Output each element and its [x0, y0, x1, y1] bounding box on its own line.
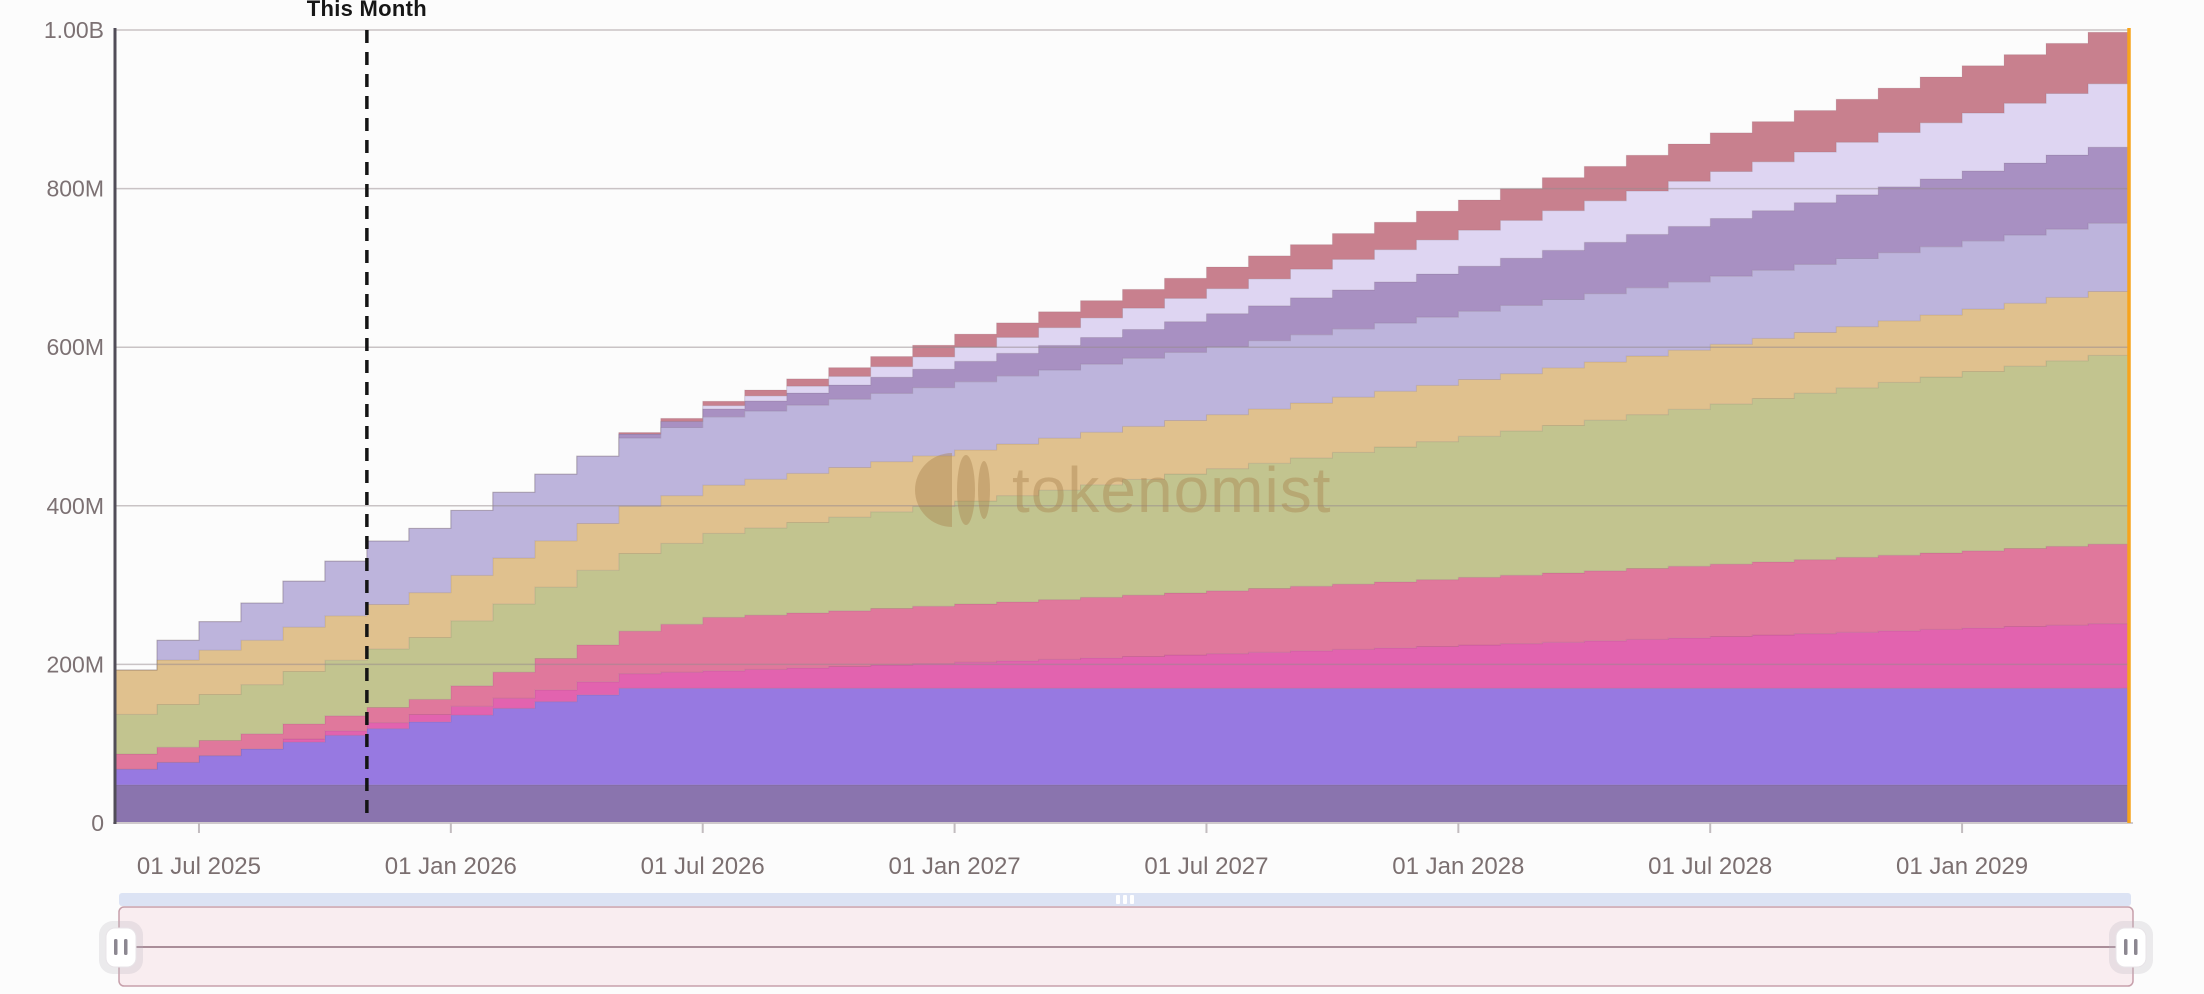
x-axis-label: 01 Jan 2026: [385, 853, 517, 880]
watermark-text: tokenomist: [1012, 454, 1331, 526]
x-axis-label: 01 Jan 2027: [889, 853, 1021, 880]
x-axis-label: 01 Jul 2027: [1144, 853, 1268, 880]
tokenomist-logo-icon: [915, 453, 990, 527]
chart-scrollbar[interactable]: [119, 893, 2131, 906]
range-slider-left-handle[interactable]: [99, 921, 143, 974]
x-axis-label: 01 Jul 2026: [641, 853, 765, 880]
handle-body[interactable]: [2115, 927, 2147, 968]
x-axis-label: 01 Jan 2028: [1392, 853, 1524, 880]
x-axis-label: 01 Jul 2028: [1648, 853, 1772, 880]
y-axis-label: 0: [91, 810, 104, 836]
y-axis-label: 800M: [46, 176, 104, 202]
scrollbar-grip-icon[interactable]: [1116, 895, 1134, 904]
x-axis-label: 01 Jul 2025: [137, 853, 261, 880]
x-axis-label: 01 Jan 2029: [1896, 853, 2028, 880]
handle-body[interactable]: [105, 927, 137, 968]
range-slider[interactable]: [99, 906, 2153, 987]
y-axis-label: 1.00B: [44, 17, 104, 43]
range-slider-right-handle[interactable]: [2109, 921, 2153, 974]
plot-hover-area[interactable]: [115, 28, 2130, 823]
y-axis-label: 600M: [46, 334, 104, 360]
this-month-label: This Month: [307, 0, 427, 21]
y-axis-label: 400M: [46, 493, 104, 519]
handle-grip-icon: [2124, 939, 2138, 955]
handle-grip-icon: [114, 939, 128, 955]
tokenomist-watermark: tokenomist: [915, 453, 1331, 527]
y-axis-label: 200M: [46, 651, 104, 677]
